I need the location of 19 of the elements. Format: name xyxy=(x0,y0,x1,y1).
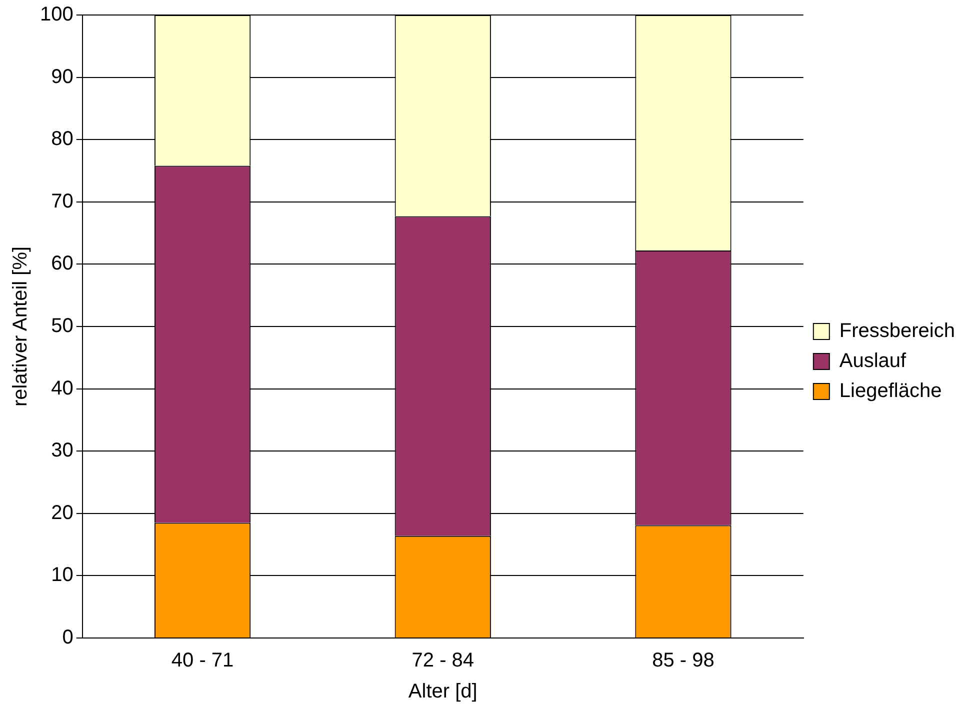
y-axis-title: relativer Anteil [%] xyxy=(10,246,32,407)
y-tick-label: 0 xyxy=(62,626,74,649)
y-tick-label: 60 xyxy=(51,252,74,275)
y-tick-label: 10 xyxy=(51,564,74,586)
legend-label: Auslauf xyxy=(839,350,907,372)
legend-label: Fressbereich xyxy=(839,320,956,342)
y-tick-label: 50 xyxy=(51,315,74,338)
x-tick-label: 40 - 71 xyxy=(171,650,234,672)
y-tick-label: 30 xyxy=(51,440,74,462)
legend-label: Liegefläche xyxy=(839,380,942,402)
x-axis-title: Alter [d] xyxy=(408,680,478,703)
x-tick-label: 85 - 98 xyxy=(652,650,714,672)
y-tick-label: 90 xyxy=(51,66,74,88)
y-tick-label: 20 xyxy=(51,502,74,524)
x-tick-label: 72 - 84 xyxy=(412,650,474,672)
y-tick-label: 70 xyxy=(51,190,74,212)
y-tick-label: 80 xyxy=(51,128,74,150)
y-tick-label: 40 xyxy=(51,377,74,400)
y-tick-label: 100 xyxy=(40,4,74,26)
